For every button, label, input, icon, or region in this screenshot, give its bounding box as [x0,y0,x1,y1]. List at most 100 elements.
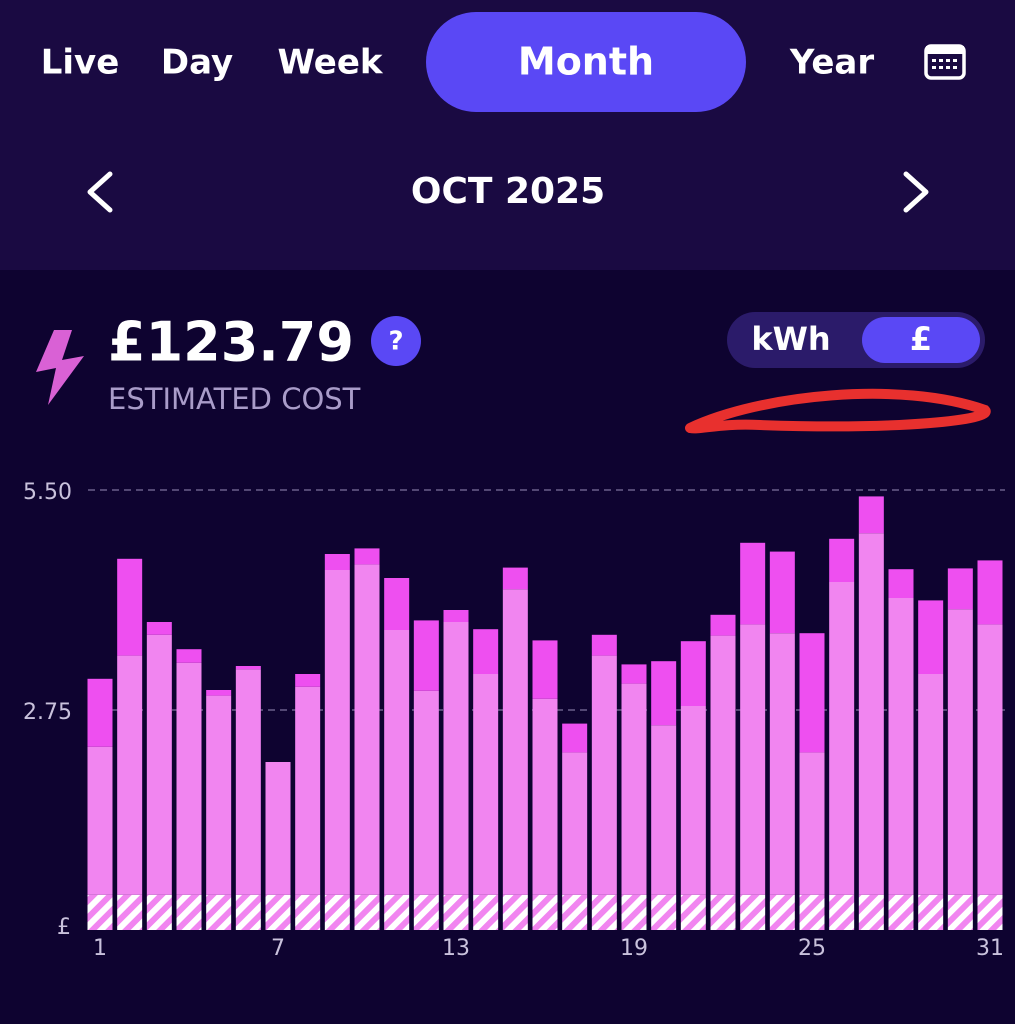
help-icon: ? [388,327,403,357]
bar-segment [384,630,410,895]
unit-selected-bg [862,317,980,363]
bar-segment [829,538,855,582]
bar-segment [324,554,350,570]
x-tick-label: 13 [442,936,470,961]
bar-segment [384,578,410,630]
unit-option[interactable]: kWh [751,320,830,358]
bar-segment [888,598,914,895]
bar-segment [502,567,528,590]
bar-segment [354,894,380,930]
bar-segment [176,649,202,663]
x-tick-label: 25 [798,936,826,961]
cost-amount: £123.79 [108,311,354,374]
bar-segment [413,894,439,930]
tab-selected-bg [426,12,746,112]
bar-segment [532,894,558,930]
bar-segment [680,641,706,706]
bar-segment [769,551,795,634]
tab-bar: Live Day Week Month Year [41,12,875,112]
bar-segment [502,589,528,895]
x-tick-label: 1 [93,936,107,961]
bar-segment [651,725,677,895]
bar-segment [680,706,706,895]
bar-segment [621,894,647,930]
prev-button[interactable] [87,171,113,213]
bar-segment [443,610,469,622]
bar-segment [532,698,558,895]
bar-segment [117,558,143,656]
bar-segment [354,564,380,895]
bar-segment [295,894,321,930]
bar-segment [562,752,588,895]
tab[interactable]: Live [41,43,120,83]
bar-segment [146,634,172,895]
bar-segment [235,894,261,930]
bar-segment [206,695,232,895]
bar-segment [206,690,232,696]
bar-segment [591,894,617,930]
help-button[interactable] [371,316,421,366]
bar-segment [829,582,855,895]
calendar-button[interactable] [924,44,966,80]
bar-segment [651,661,677,726]
bar-segment [769,633,795,895]
bar-segment [117,894,143,930]
bar-segment [176,662,202,895]
tab[interactable]: Week [277,43,383,83]
bar-segment [591,634,617,656]
bar-segment [591,655,617,895]
bar-segment [740,894,766,930]
bar-segment [117,655,143,895]
chart: 5.50 2.75 £1 7 13 19 25 31 [23,480,1005,961]
redaction-scribble [685,388,991,434]
bar-segment [87,894,113,930]
bar-segment [710,635,736,895]
period: OCT 2025 [411,171,605,212]
bar-segment [324,570,350,895]
bar-segment [918,674,944,895]
bar-segment [562,723,588,753]
bar-segment [235,666,261,670]
x-tick-label: 31 [976,936,1004,961]
bar-segment [888,894,914,930]
bar-segment [413,690,439,895]
bar-segment [977,894,1003,930]
tab[interactable]: Year [789,43,875,83]
bar-segment [295,674,321,687]
bar-segment [384,894,410,930]
bar-segment [918,894,944,930]
bar-segment [146,894,172,930]
unit-option[interactable]: £ [910,320,932,358]
tab[interactable]: Day [161,43,233,83]
bar-segment [206,894,232,930]
bar-segment [443,894,469,930]
bar-segment [87,678,113,747]
tab-selected[interactable]: Month [518,40,654,84]
lightning-icon [36,330,84,405]
y-tick-label: 2.75 [23,700,72,725]
bar-segment [710,894,736,930]
bar-segment [235,669,261,895]
bar-segment [562,894,588,930]
bar-segment [799,752,825,895]
bar-segment [799,633,825,753]
cost-label: ESTIMATED COST [108,382,361,416]
bar-segment [621,664,647,684]
bar-segment [176,894,202,930]
bar-segment [621,683,647,895]
bar-segment [799,894,825,930]
unit-options: kWh £ [751,317,980,363]
bar-segment [710,614,736,636]
x-tick-label: 7 [271,936,285,961]
next-button[interactable] [903,171,929,213]
bar-segment [502,894,528,930]
bar-segment [146,622,172,635]
x-tick-label: 19 [620,936,648,961]
bar-segment [947,894,973,930]
bar-segment [858,894,884,930]
bar-segment [769,894,795,930]
bar-segment [858,496,884,534]
bar-segment [532,640,558,699]
bar-segment [740,624,766,895]
